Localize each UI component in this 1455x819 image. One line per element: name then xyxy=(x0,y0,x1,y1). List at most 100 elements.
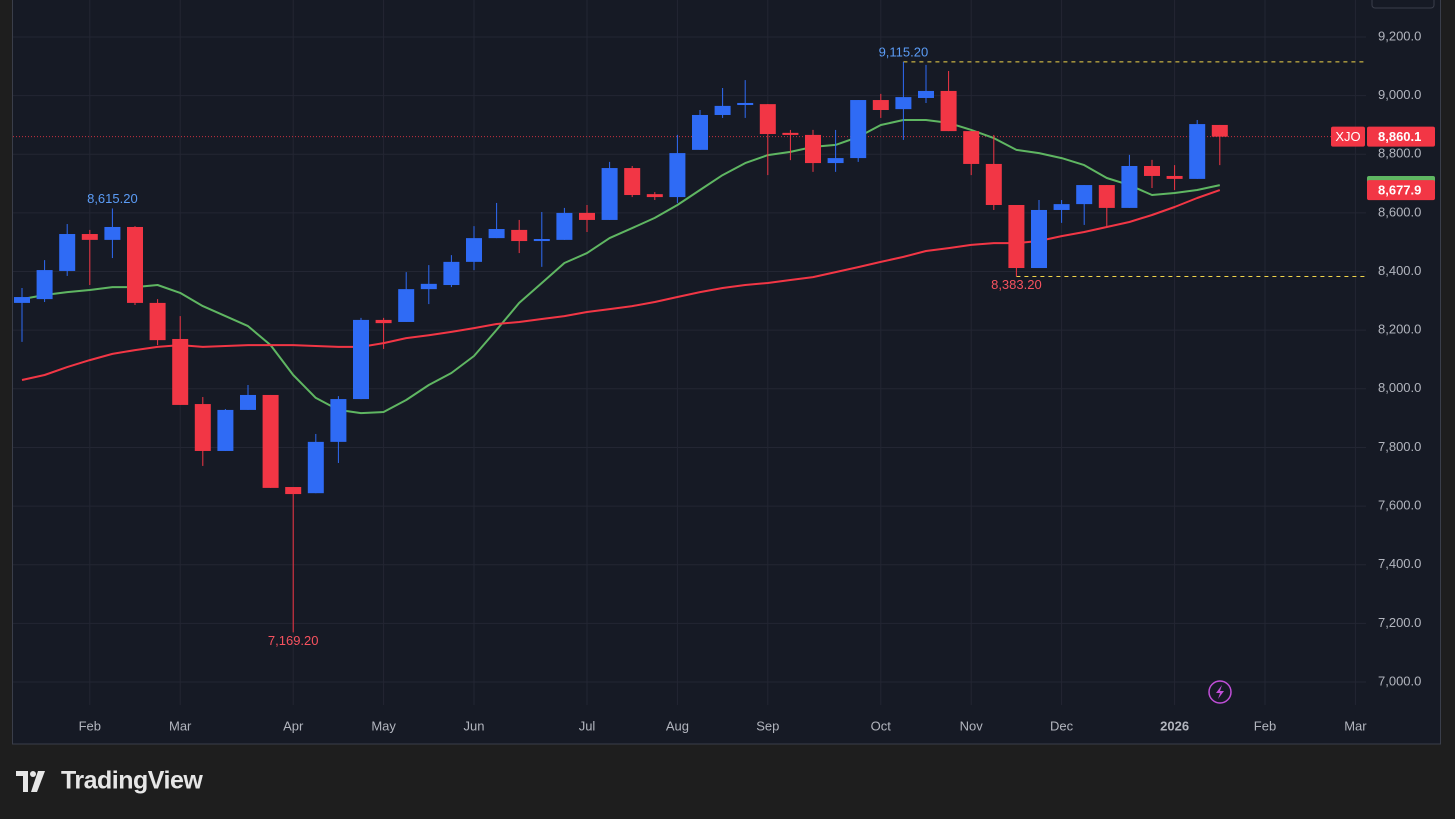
x-tick-label: Apr xyxy=(283,718,304,733)
y-tick-label: 9,200.0 xyxy=(1378,28,1421,43)
x-tick-label: 2026 xyxy=(1160,718,1189,733)
y-tick-label: 8,000.0 xyxy=(1378,380,1421,395)
candle-body xyxy=(940,90,957,132)
toolbar-button[interactable] xyxy=(1371,0,1435,9)
x-tick-label: Dec xyxy=(1050,718,1074,733)
chart-pane xyxy=(12,0,1441,745)
candle-body xyxy=(420,283,437,290)
candle-body xyxy=(330,399,347,442)
extreme-label: 9,115.20 xyxy=(879,44,929,59)
last-price-label: 8,860.1 xyxy=(1378,129,1421,144)
y-tick-label: 8,400.0 xyxy=(1378,263,1421,278)
candle-body xyxy=(533,238,550,242)
last-price-tag xyxy=(1367,126,1435,147)
x-tick-label: Jul xyxy=(579,718,596,733)
moving-average-line xyxy=(21,119,1221,415)
brand-logo[interactable]: TradingView xyxy=(16,767,204,795)
candle-body xyxy=(692,114,708,150)
candle-body xyxy=(443,261,460,286)
candle-body xyxy=(262,394,279,488)
candle-body xyxy=(488,229,505,239)
plot-area xyxy=(13,61,1366,633)
symbol-label: XJO xyxy=(1335,129,1360,144)
candle-body xyxy=(963,131,980,164)
grid-layer xyxy=(13,0,1366,705)
x-tick-label: Feb xyxy=(79,718,101,733)
candle-body xyxy=(1098,185,1115,208)
candle-body xyxy=(466,238,482,262)
ma-price-tag xyxy=(1367,180,1435,201)
x-tick-label: Sep xyxy=(756,718,779,733)
candle-body xyxy=(601,168,618,220)
candle-body xyxy=(714,105,731,115)
candle-body xyxy=(194,404,211,451)
candle-body xyxy=(1211,124,1228,137)
candle-body xyxy=(1121,165,1138,208)
candle-body xyxy=(398,289,415,322)
candle-body xyxy=(850,100,867,159)
brand-name[interactable]: TradingView xyxy=(61,767,204,795)
candle-body xyxy=(217,409,234,451)
candle-body xyxy=(511,229,528,242)
candle-body xyxy=(827,158,844,164)
extreme-label: 7,169.20 xyxy=(268,633,319,648)
candle-body xyxy=(104,226,121,240)
candle-body xyxy=(782,132,799,135)
y-tick-label: 8,600.0 xyxy=(1378,204,1421,219)
candle-body xyxy=(556,212,573,240)
candle-body xyxy=(895,97,912,110)
candle-body xyxy=(1053,204,1070,210)
y-tick-label: 9,000.0 xyxy=(1378,87,1421,102)
candle-body xyxy=(737,102,754,106)
candle-body xyxy=(36,270,53,300)
x-tick-label: Mar xyxy=(169,718,192,733)
candle-body xyxy=(1076,185,1093,205)
lightning-icon[interactable] xyxy=(1208,680,1232,704)
y-tick-label: 8,200.0 xyxy=(1378,322,1421,337)
overlay: 7,000.0 7,200.0 7,400.0 7,600.0 7,800.0 8,000… xyxy=(79,28,1435,733)
x-tick-label: Aug xyxy=(666,718,689,733)
candle-body xyxy=(353,319,369,400)
ma-price-label: 8,677.9 xyxy=(1378,183,1421,198)
candle-body xyxy=(127,226,143,303)
x-tick-label: Mar xyxy=(1344,718,1367,733)
candle-body xyxy=(149,302,166,341)
candle-body xyxy=(805,134,821,164)
candle-body xyxy=(1008,204,1025,269)
symbol-tag xyxy=(1331,126,1365,147)
candle-body xyxy=(375,319,392,324)
x-tick-label: May xyxy=(371,718,396,733)
y-tick-label: 8,800.0 xyxy=(1378,146,1421,161)
x-tick-label: Feb xyxy=(1254,718,1276,733)
candle-body xyxy=(240,394,256,410)
candle-body xyxy=(1166,175,1183,179)
extreme-label: 8,615.20 xyxy=(87,191,138,206)
candle-body xyxy=(985,163,1002,205)
candle-body xyxy=(1031,209,1047,269)
candle-body xyxy=(172,338,189,405)
candle-body xyxy=(579,212,595,220)
x-tick-label: Nov xyxy=(960,718,984,733)
y-tick-label: 7,400.0 xyxy=(1378,556,1421,571)
y-tick-label: 7,800.0 xyxy=(1378,439,1421,454)
candle-body xyxy=(918,90,934,98)
y-tick-label: 7,200.0 xyxy=(1378,615,1421,630)
extreme-label: 8,383.20 xyxy=(991,277,1042,292)
candle-body xyxy=(646,194,663,198)
y-tick-label: 7,000.0 xyxy=(1378,673,1421,688)
candle-body xyxy=(624,168,641,196)
candle-body xyxy=(759,104,776,135)
y-tick-label: 7,600.0 xyxy=(1378,498,1421,513)
candle-body xyxy=(307,441,324,494)
candle-body xyxy=(285,487,302,495)
candle-body xyxy=(59,234,76,271)
candle-body xyxy=(14,297,30,303)
candle-body xyxy=(669,153,686,198)
candle-body xyxy=(1144,165,1160,176)
candle-body xyxy=(1189,124,1206,179)
x-tick-label: Oct xyxy=(871,718,892,733)
x-tick-label: Jun xyxy=(464,718,485,733)
candle-body xyxy=(81,234,98,240)
